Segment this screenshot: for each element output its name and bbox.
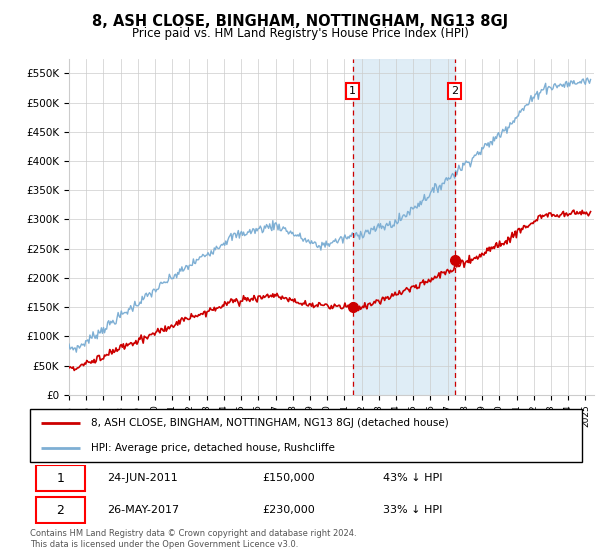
- Text: £230,000: £230,000: [262, 505, 314, 515]
- Text: Contains HM Land Registry data © Crown copyright and database right 2024.
This d: Contains HM Land Registry data © Crown c…: [30, 529, 356, 549]
- Text: 24-JUN-2011: 24-JUN-2011: [107, 473, 178, 483]
- Bar: [35, 497, 85, 523]
- Text: 2: 2: [56, 503, 64, 516]
- Text: 8, ASH CLOSE, BINGHAM, NOTTINGHAM, NG13 8GJ: 8, ASH CLOSE, BINGHAM, NOTTINGHAM, NG13 …: [92, 14, 508, 29]
- Text: 1: 1: [349, 86, 356, 96]
- Text: 1: 1: [56, 472, 64, 485]
- Bar: [35, 465, 85, 491]
- Text: £150,000: £150,000: [262, 473, 314, 483]
- Text: 33% ↓ HPI: 33% ↓ HPI: [383, 505, 443, 515]
- Text: 26-MAY-2017: 26-MAY-2017: [107, 505, 179, 515]
- Text: HPI: Average price, detached house, Rushcliffe: HPI: Average price, detached house, Rush…: [91, 442, 335, 452]
- Text: 43% ↓ HPI: 43% ↓ HPI: [383, 473, 443, 483]
- Text: Price paid vs. HM Land Registry's House Price Index (HPI): Price paid vs. HM Land Registry's House …: [131, 27, 469, 40]
- Bar: [353, 59, 455, 395]
- Text: 2: 2: [451, 86, 458, 96]
- Text: 8, ASH CLOSE, BINGHAM, NOTTINGHAM, NG13 8GJ (detached house): 8, ASH CLOSE, BINGHAM, NOTTINGHAM, NG13 …: [91, 418, 448, 428]
